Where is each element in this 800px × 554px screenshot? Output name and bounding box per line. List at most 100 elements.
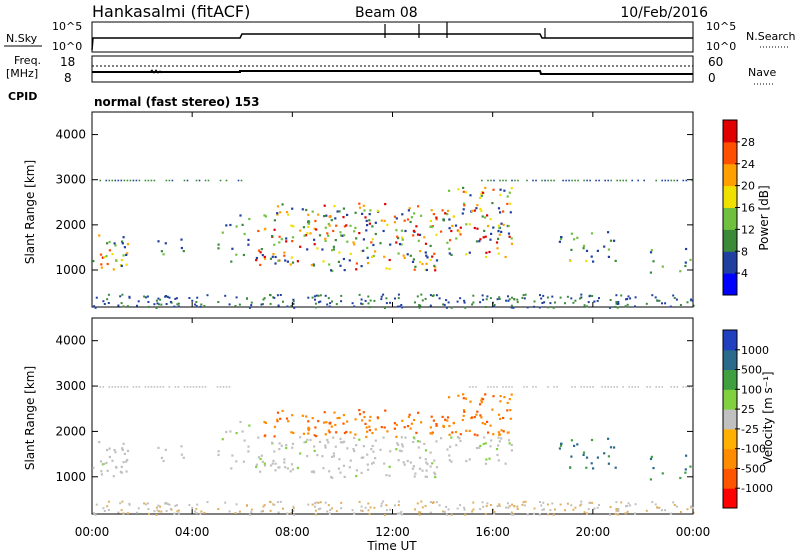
data-cell <box>339 264 342 267</box>
data-cell <box>443 510 446 513</box>
data-cell <box>248 217 251 221</box>
data-cell <box>471 416 474 419</box>
data-cell <box>325 421 328 424</box>
colorbar-segment <box>723 273 737 296</box>
data-cell <box>495 448 499 451</box>
data-cell <box>171 179 174 182</box>
data-cell <box>382 293 385 296</box>
data-cell <box>442 303 445 306</box>
data-cell <box>607 231 610 234</box>
data-cell <box>479 196 482 199</box>
data-cell <box>585 249 589 252</box>
colorbar-segment <box>723 120 737 143</box>
data-cell <box>102 507 105 510</box>
data-cell <box>239 420 242 424</box>
data-cell <box>510 443 513 447</box>
data-cell <box>160 510 163 513</box>
data-cell <box>689 258 692 261</box>
data-cell <box>279 417 282 420</box>
data-cell <box>455 444 458 447</box>
data-cell <box>573 238 576 241</box>
data-cell <box>432 213 435 216</box>
data-cell <box>480 209 483 212</box>
data-cell <box>107 509 110 511</box>
data-cell <box>424 297 427 300</box>
data-cell <box>121 240 124 243</box>
data-cell <box>610 386 612 388</box>
data-cell <box>313 295 316 298</box>
data-cell <box>510 306 513 309</box>
data-cell <box>607 455 610 458</box>
data-cell <box>299 452 302 455</box>
data-cell <box>143 502 146 505</box>
data-cell <box>480 399 483 402</box>
data-cell <box>404 229 407 233</box>
data-cell <box>535 386 537 388</box>
data-cell <box>420 500 423 503</box>
data-cell <box>319 300 322 303</box>
data-cell <box>353 243 356 246</box>
data-cell <box>330 476 333 479</box>
data-cell <box>535 179 537 182</box>
data-cell <box>292 505 295 508</box>
data-cell <box>685 454 688 457</box>
data-cell <box>99 460 103 463</box>
data-cell <box>446 209 450 212</box>
y-tick-label: 2000 <box>55 424 86 438</box>
data-cell <box>103 256 106 259</box>
data-cell <box>115 259 118 262</box>
data-cell <box>255 259 258 262</box>
data-cell <box>425 262 428 265</box>
data-cell <box>385 509 388 512</box>
data-cell <box>560 236 563 239</box>
data-cell <box>282 300 284 303</box>
data-cell <box>340 501 343 504</box>
station-title: Hankasalmi (fitACF) <box>92 2 250 21</box>
data-cell <box>129 179 132 182</box>
data-cell <box>479 207 482 210</box>
data-cell <box>496 386 498 388</box>
data-cell <box>401 443 404 446</box>
data-cell <box>415 225 418 228</box>
data-cell <box>324 444 327 447</box>
data-cell <box>517 179 519 182</box>
data-cell <box>126 512 129 515</box>
data-cell <box>459 433 462 436</box>
data-cell <box>169 507 172 510</box>
data-cell <box>299 245 302 248</box>
data-cell <box>498 298 501 300</box>
data-cell <box>675 505 678 508</box>
data-cell <box>100 266 103 269</box>
data-cell <box>430 432 433 435</box>
data-cell <box>146 502 149 505</box>
data-cell <box>487 431 490 434</box>
data-cell <box>445 306 448 309</box>
data-cell <box>230 260 233 263</box>
data-cell <box>595 179 597 182</box>
data-cell <box>417 239 420 242</box>
data-cell <box>598 179 600 182</box>
data-cell <box>408 413 411 416</box>
data-cell <box>406 218 410 221</box>
data-cell <box>577 179 579 182</box>
data-cell <box>596 456 599 459</box>
data-cell <box>382 500 385 503</box>
data-cell <box>572 301 575 304</box>
data-cell <box>395 448 398 451</box>
data-cell <box>508 235 511 238</box>
data-cell <box>332 436 335 439</box>
data-cell <box>239 214 242 217</box>
data-cell <box>526 513 529 516</box>
power-colorbar-label: Power [dB] <box>757 185 771 250</box>
data-cell <box>291 261 295 264</box>
data-cell <box>291 236 295 239</box>
data-cell <box>358 500 361 503</box>
data-cell <box>471 303 474 306</box>
data-cell <box>217 301 220 303</box>
data-cell <box>462 208 465 211</box>
data-cell <box>475 240 479 243</box>
data-cell <box>106 262 109 266</box>
data-cell <box>493 179 495 182</box>
data-cell <box>522 294 525 297</box>
